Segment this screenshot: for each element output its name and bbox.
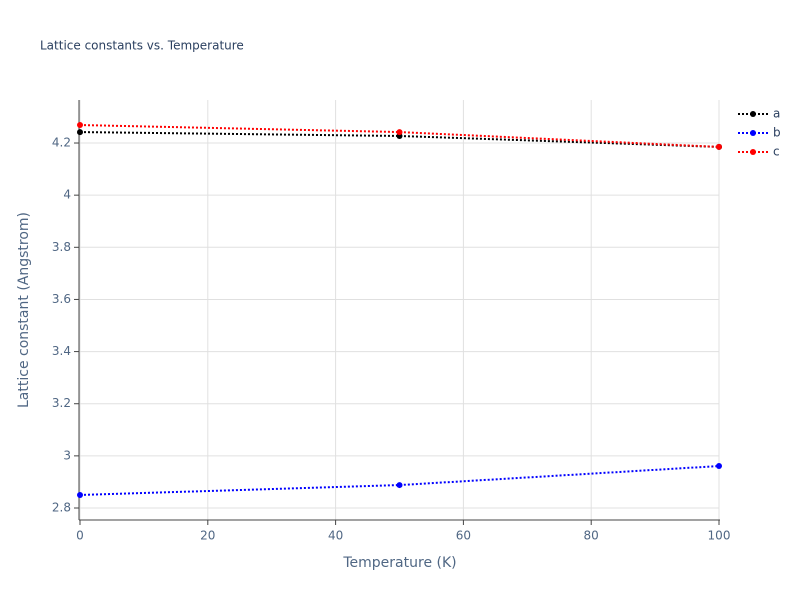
legend-marker [750, 149, 756, 155]
y-tick-label: 3.6 [52, 292, 71, 306]
x-tick-label: 40 [328, 529, 343, 543]
legend-label: a [773, 107, 780, 121]
data-point [77, 491, 83, 498]
y-tick-label: 4 [63, 188, 71, 202]
x-tick-label: 100 [708, 529, 731, 543]
legend-label: b [773, 126, 781, 140]
grid [79, 100, 720, 520]
data-point [716, 463, 722, 470]
series-line [79, 124, 720, 148]
legend-label: c [773, 145, 780, 159]
y-axis-title: Lattice constant (Angstrom) [16, 212, 32, 408]
x-tick-label: 80 [584, 529, 599, 543]
legend-marker [750, 111, 756, 117]
x-tick-label: 60 [456, 529, 471, 543]
data-point [396, 129, 403, 136]
y-tick-label: 3 [63, 448, 71, 462]
data-point [77, 122, 83, 129]
y-tick-label: 3.2 [52, 396, 71, 410]
x-tick-label: 20 [200, 529, 215, 543]
x-axis-title: Temperature (K) [342, 555, 456, 571]
y-tick-label: 3.4 [52, 344, 71, 358]
y-tick-label: 2.8 [52, 501, 71, 515]
series-line [79, 465, 720, 496]
data-point [716, 143, 722, 150]
y-tick-label: 4.2 [52, 136, 71, 150]
x-tick-label: 0 [76, 529, 84, 543]
legend-marker [750, 130, 756, 136]
data-point [77, 129, 83, 136]
series-line [79, 131, 720, 148]
chart-title: Lattice constants vs. Temperature [40, 39, 244, 53]
data-point [396, 482, 403, 489]
y-tick-label: 3.8 [52, 240, 71, 254]
